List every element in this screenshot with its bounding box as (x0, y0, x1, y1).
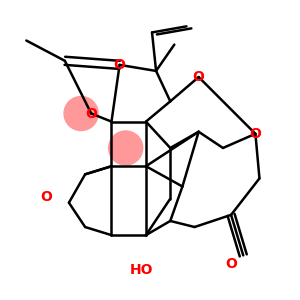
Text: O: O (193, 70, 205, 84)
Circle shape (109, 131, 143, 165)
Text: O: O (85, 106, 97, 121)
Circle shape (64, 97, 98, 130)
Text: O: O (41, 190, 52, 204)
Text: O: O (250, 127, 261, 141)
Text: O: O (225, 256, 237, 271)
Text: O: O (114, 58, 125, 72)
Text: HO: HO (130, 262, 154, 277)
